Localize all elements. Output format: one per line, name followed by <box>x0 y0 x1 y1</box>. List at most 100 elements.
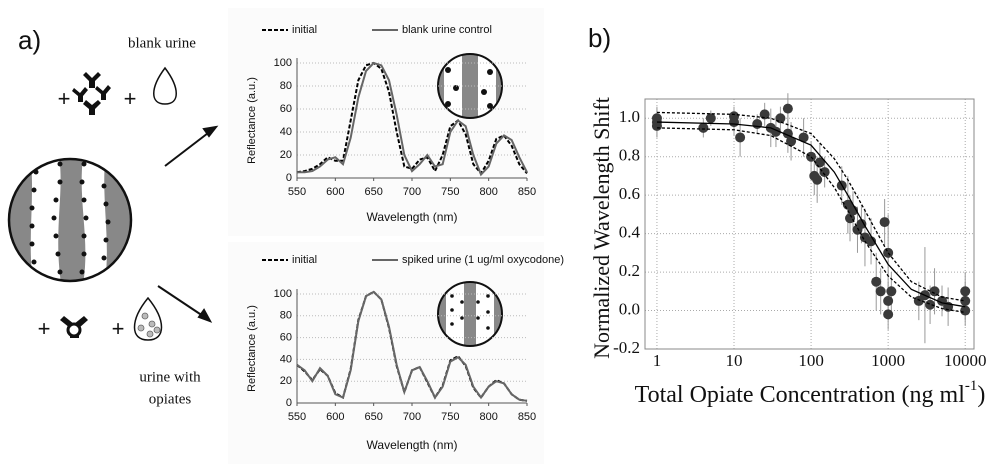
point <box>819 167 830 178</box>
panel-label: b) <box>588 23 611 53</box>
y-tick-label: 100 <box>274 288 292 300</box>
point <box>886 286 897 297</box>
point <box>929 286 940 297</box>
legend-label: blank urine control <box>402 24 492 36</box>
fit-line <box>656 121 966 308</box>
x-tick-label: 650 <box>364 411 382 423</box>
x-tick-label: 850 <box>518 411 536 423</box>
plus: + <box>124 86 137 111</box>
drop-dots <box>137 312 161 338</box>
x-axis-label-sup: -1 <box>965 378 978 394</box>
pore-outline <box>7 157 133 283</box>
point <box>960 305 971 316</box>
y-tick-label: 100 <box>274 57 292 69</box>
x-tick-label: 1 <box>653 351 662 370</box>
x-tick-label: 10000 <box>944 351 987 370</box>
point <box>960 286 971 297</box>
point <box>775 113 786 124</box>
panel-bg <box>228 8 544 236</box>
x-tick-label: 800 <box>479 186 497 198</box>
inset-outline <box>437 281 503 347</box>
point <box>960 295 971 306</box>
y-tick-label: 0 <box>286 397 292 409</box>
legend-label: initial <box>292 254 317 266</box>
x-axis-label: Total Opiate Concentration (ng ml-1) <box>635 378 986 407</box>
fit-line <box>656 127 966 314</box>
point <box>883 309 894 320</box>
x-axis-label: Wavelength (nm) <box>367 438 458 452</box>
point <box>651 113 662 124</box>
y-tick-label: 60 <box>280 103 292 115</box>
x-tick-label: 750 <box>441 186 459 198</box>
x-tick-label: 600 <box>326 186 344 198</box>
y-axis-label: Normalized Wavelength Shift <box>589 97 614 359</box>
y-tick-label: 40 <box>280 353 292 365</box>
y-tick-label: 0.4 <box>619 223 641 242</box>
series-line <box>297 61 528 177</box>
y-tick-label: 60 <box>280 332 292 344</box>
point <box>812 174 823 185</box>
plus: + <box>58 86 71 111</box>
y-tick-label: 80 <box>280 80 292 92</box>
x-tick-label: 1000 <box>871 351 905 370</box>
point <box>806 151 817 162</box>
x-axis-label-main: Total Opiate Concentration (ng ml <box>635 382 966 408</box>
x-axis-label: Wavelength (nm) <box>367 210 458 224</box>
series-line <box>296 61 528 176</box>
plot-frame <box>644 98 975 350</box>
fit-line <box>656 111 966 302</box>
point <box>845 213 856 224</box>
y-tick-label: 20 <box>280 375 292 387</box>
x-tick-label: 550 <box>288 411 306 423</box>
label: blank urine <box>128 35 196 51</box>
x-tick-label: 700 <box>403 411 421 423</box>
series-line <box>296 290 528 402</box>
arrows <box>157 125 219 323</box>
inset <box>438 282 502 346</box>
panel-bg <box>228 242 544 464</box>
x-tick-label: 800 <box>479 411 497 423</box>
point <box>883 295 894 306</box>
label: opiates <box>149 391 192 407</box>
point <box>752 119 763 129</box>
point <box>705 113 716 124</box>
y-tick-label: 0.6 <box>619 184 640 203</box>
y-tick-label: 80 <box>280 310 292 322</box>
x-tick-label: 750 <box>441 411 459 423</box>
point <box>782 103 793 114</box>
label: urine with <box>139 369 201 385</box>
panel-label: a) <box>18 25 41 55</box>
plus: + <box>38 316 51 341</box>
y-axis-label: Reflectance (a.u.) <box>246 77 258 164</box>
y-axis-label: Reflectance (a.u.) <box>246 305 258 392</box>
point <box>883 247 894 258</box>
legend-label: spiked urine (1 ug/ml oxycodone) <box>402 254 564 266</box>
y-tick-label: 20 <box>280 149 292 161</box>
point <box>729 111 740 122</box>
x-axis-label-end: ) <box>977 382 985 408</box>
point <box>786 136 797 147</box>
drop <box>153 66 177 105</box>
point <box>856 219 867 229</box>
point <box>735 132 746 143</box>
y-tick-label: 40 <box>280 126 292 138</box>
y-tick-label: -0.2 <box>613 338 640 357</box>
x-tick-label: 650 <box>364 186 382 198</box>
point <box>866 236 877 247</box>
x-tick-label: 700 <box>403 186 421 198</box>
x-tick-label: 600 <box>326 411 344 423</box>
point <box>798 132 809 143</box>
point <box>879 217 890 228</box>
point <box>875 286 886 297</box>
pore-circle <box>9 159 131 281</box>
y-tick-label: 1.0 <box>619 107 640 126</box>
y-tick-label: 0.0 <box>619 299 640 318</box>
y-tick-label: 0.8 <box>619 146 640 165</box>
point <box>698 122 709 133</box>
x-tick-label: 10 <box>726 351 743 370</box>
x-tick-label: 100 <box>798 351 824 370</box>
y-tick-label: 0 <box>286 172 292 184</box>
point <box>925 299 936 310</box>
plus: + <box>112 316 125 341</box>
